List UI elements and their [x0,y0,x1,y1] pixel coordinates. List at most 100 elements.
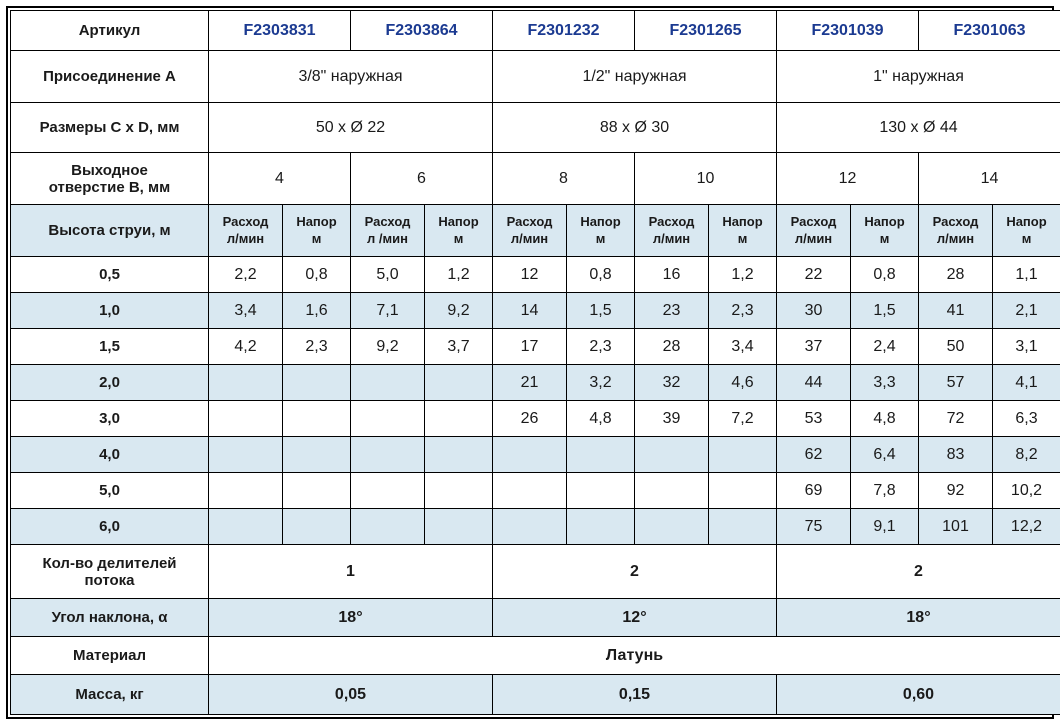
jet-data-cell: 75 [776,508,851,545]
jet-data-cell [566,472,635,509]
outlet-size: 6 [350,152,493,205]
jet-data-cell: 37 [776,328,851,365]
jet-height-label: 5,0 [10,472,209,509]
mass-value: 0,05 [208,674,493,715]
jet-data-cell: 7,1 [350,292,425,329]
spec-table: Артикул F2303831 F2303864 F2301232 F2301… [10,10,1060,715]
jet-data-cell [350,436,425,473]
jet-data-cell: 1,5 [566,292,635,329]
jet-data-cell: 0,8 [850,256,919,293]
jet-data-cell: 12,2 [992,508,1060,545]
jet-data-cell: 3,1 [992,328,1060,365]
jet-data-cell [350,508,425,545]
jet-data-cell: 6,4 [850,436,919,473]
jet-data-cell [492,508,567,545]
connection-value: 3/8" наружная [208,50,493,103]
row-label-dimensions: Размеры С х D, мм [10,102,209,153]
jet-data-cell: 44 [776,364,851,401]
jet-data-cell [492,472,567,509]
table-row: 4,0 62 6,4 83 8,2 [10,436,1060,473]
jet-data-cell: 62 [776,436,851,473]
angle-value: 18° [776,598,1060,637]
jet-data-cell [634,472,709,509]
jet-height-label: 1,5 [10,328,209,365]
table-row: 2,0 21 3,2 32 4,6 44 3,3 57 4,1 [10,364,1060,401]
jet-data-cell [282,508,351,545]
jet-height-label: 1,0 [10,292,209,329]
jet-data-cell: 28 [634,328,709,365]
jet-data-cell: 4,6 [708,364,777,401]
jet-data-cell: 92 [918,472,993,509]
jet-data-cell [634,436,709,473]
jet-data-cell: 28 [918,256,993,293]
jet-data-cell: 7,2 [708,400,777,437]
jet-data-cell [708,472,777,509]
jet-data-cell: 8,2 [992,436,1060,473]
jet-data-cell: 0,8 [282,256,351,293]
flow-header: Расход л/мин [918,204,993,257]
table-row: 5,0 69 7,8 92 10,2 [10,472,1060,509]
jet-data-cell [424,508,493,545]
jet-data-cell: 39 [634,400,709,437]
jet-data-cell: 7,8 [850,472,919,509]
jet-data-cell: 9,1 [850,508,919,545]
table-row: 3,0 26 4,8 39 7,2 53 4,8 72 6,3 [10,400,1060,437]
angle-row: Угол наклона, α 18° 12° 18° [10,598,1060,637]
jet-data-cell [634,508,709,545]
head-header: Напор м [566,204,635,257]
jet-data-cell: 3,7 [424,328,493,365]
row-label-material: Материал [10,636,209,675]
jet-data-cell: 2,3 [708,292,777,329]
jet-data-cell: 6,3 [992,400,1060,437]
angle-value: 18° [208,598,493,637]
jet-data-cell [208,472,283,509]
head-header: Напор м [708,204,777,257]
head-header: Напор м [282,204,351,257]
jet-data-cell [208,508,283,545]
jet-data-cell: 1,6 [282,292,351,329]
jet-data-cell: 41 [918,292,993,329]
dividers-value: 2 [492,544,777,599]
jet-data-cell: 26 [492,400,567,437]
article-number: F2301063 [918,10,1060,51]
dividers-value: 1 [208,544,493,599]
jet-height-label: 6,0 [10,508,209,545]
dimensions-row: Размеры С х D, мм 50 x Ø 22 88 x Ø 30 13… [10,102,1060,153]
jet-data-cell: 72 [918,400,993,437]
jet-height-label: 4,0 [10,436,209,473]
jet-data-cell: 30 [776,292,851,329]
jet-data-cell [208,364,283,401]
jet-data-cell: 10,2 [992,472,1060,509]
jet-data-cell [424,400,493,437]
dividers-value: 2 [776,544,1060,599]
jet-data-cell: 57 [918,364,993,401]
dimensions-value: 50 x Ø 22 [208,102,493,153]
jet-data-cell: 1,1 [992,256,1060,293]
jet-data-cell: 23 [634,292,709,329]
jet-data-cell: 9,2 [424,292,493,329]
jet-data-cell [350,364,425,401]
jet-height-label: 2,0 [10,364,209,401]
jet-data-cell: 50 [918,328,993,365]
jet-data-cell [492,436,567,473]
jet-data-cell [424,436,493,473]
jet-data-cell: 9,2 [350,328,425,365]
jet-data-cell: 101 [918,508,993,545]
jet-data-cell [282,400,351,437]
table-frame: Артикул F2303831 F2303864 F2301232 F2301… [6,6,1060,719]
jet-data-cell: 1,5 [850,292,919,329]
material-row: Материал Латунь [10,636,1060,675]
row-label-article: Артикул [10,10,209,51]
jet-data-cell [350,472,425,509]
dimensions-value: 130 x Ø 44 [776,102,1060,153]
jet-data-cell: 0,8 [566,256,635,293]
table-row: 6,0 75 9,1 101 12,2 [10,508,1060,545]
jet-data-cell: 3,3 [850,364,919,401]
jet-data-cell [208,436,283,473]
jet-data-cell: 2,4 [850,328,919,365]
jet-data-cell: 4,8 [850,400,919,437]
outlet-size: 10 [634,152,777,205]
head-header: Напор м [850,204,919,257]
flow-header: Расход л/мин [208,204,283,257]
outlet-size: 12 [776,152,919,205]
